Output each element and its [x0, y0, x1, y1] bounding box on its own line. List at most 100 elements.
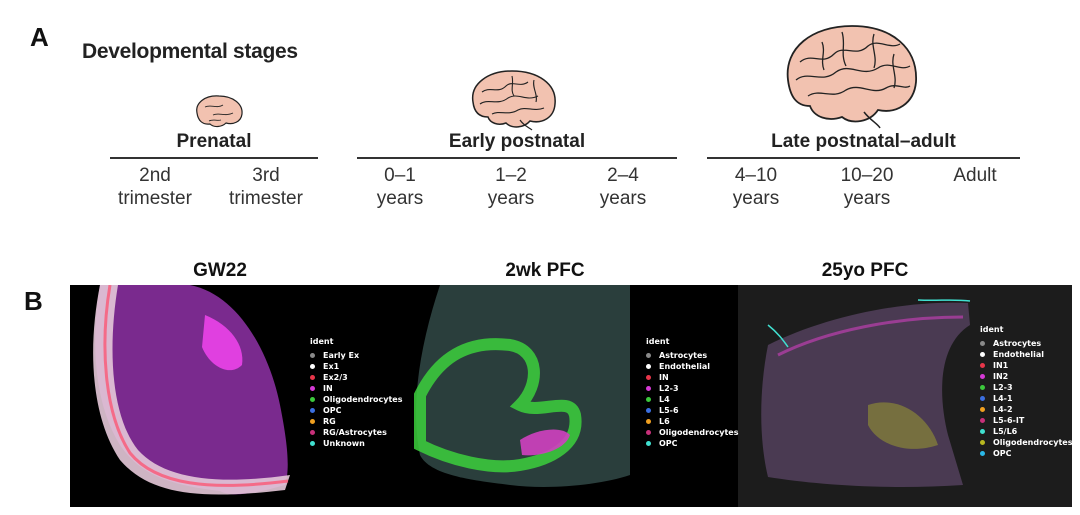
developmental-stages-title: Developmental stages: [82, 40, 298, 63]
legend-swatch: [646, 386, 651, 391]
legend-swatch: [310, 364, 315, 369]
legend-item: L5-6-IT: [980, 415, 1073, 426]
legend-item: Unknown: [310, 438, 403, 449]
legend-label: RG: [323, 417, 336, 426]
gw22-tissue-section: [93, 285, 290, 495]
legend-swatch: [980, 418, 985, 423]
stage-line-2: years: [732, 188, 780, 209]
legend-label: Oligodendrocytes: [323, 395, 403, 404]
legend-label: IN: [323, 384, 333, 393]
stage-line-1: 4–10: [734, 165, 778, 186]
legend-item: L5-6: [646, 405, 739, 416]
legend-label: Astrocytes: [659, 351, 708, 360]
legend-item: L4: [646, 394, 739, 405]
stage-10-20-years: 10–20 years: [807, 164, 927, 210]
stage-line-2: years: [599, 188, 647, 209]
legend-title: ident: [980, 325, 1004, 334]
legend-swatch: [980, 341, 985, 346]
25yo-pfc-title: 25yo PFC: [821, 260, 909, 281]
legend-item: Oligodendrocytes: [310, 394, 403, 405]
legend-swatch: [646, 430, 651, 435]
legend-item: Early Ex: [310, 350, 403, 361]
legend-item: Astrocytes: [980, 338, 1073, 349]
legend-label: Early Ex: [323, 351, 360, 360]
legend-item: IN1: [980, 360, 1073, 371]
legend-swatch: [310, 353, 315, 358]
stage-4-10-years: 4–10 years: [696, 164, 816, 210]
stage-line-1: 10–20: [840, 165, 894, 186]
legend-label: RG/Astrocytes: [323, 428, 387, 437]
legend-item: Endothelial: [980, 349, 1073, 360]
stage-line-2: years: [843, 188, 891, 209]
late-postnatal-adult-group-rule: [707, 157, 1020, 159]
legend-label: Unknown: [323, 439, 365, 448]
legend-swatch: [980, 374, 985, 379]
legend-item: OPC: [646, 438, 739, 449]
stage-line-1: 0–1: [384, 165, 416, 186]
stage-line-1: 2–4: [607, 165, 639, 186]
legend-swatch: [980, 451, 985, 456]
stage-line-2: trimester: [229, 188, 303, 209]
legend-items: Astrocytes Endothelial IN1 IN2 L2-3 L4-1 L4-2 L…: [980, 338, 1073, 459]
25yo-pfc-legend: ident Astrocytes Endothelial IN1 IN2 L2-3 L4-…: [980, 325, 1073, 459]
adult-brain-illustration: [786, 25, 917, 129]
spatial-tissue-images: ident Early Ex Ex1 Ex2/3 IN Oligodendrocytes…: [70, 285, 1073, 507]
stage-line-1: 3rd: [252, 165, 280, 186]
legend-swatch: [646, 364, 651, 369]
legend-item: Endothelial: [646, 361, 739, 372]
legend-swatch: [310, 430, 315, 435]
legend-label: Astrocytes: [993, 339, 1042, 348]
stage-line-2: years: [487, 188, 535, 209]
legend-swatch: [310, 397, 315, 402]
prenatal-brain-illustration: [196, 95, 243, 128]
legend-label: L5/L6: [993, 427, 1018, 436]
legend-title: ident: [646, 337, 670, 346]
legend-label: L4: [659, 395, 670, 404]
legend-item: OPC: [310, 405, 403, 416]
legend-item: L4-2: [980, 404, 1073, 415]
legend-swatch: [310, 375, 315, 380]
legend-label: L4-2: [993, 405, 1013, 414]
legend-item: L6: [646, 416, 739, 427]
legend-items: Astrocytes Endothelial IN L2-3 L4 L5-6 L6 Oligo…: [646, 350, 739, 449]
legend-swatch: [310, 441, 315, 446]
stage-line-1: Adult: [953, 165, 997, 186]
legend-item: IN: [310, 383, 403, 394]
legend-label: IN2: [993, 372, 1009, 381]
legend-swatch: [646, 408, 651, 413]
stage-2-4-years: 2–4 years: [563, 164, 683, 210]
panel-a-letter: A: [30, 22, 49, 52]
2wk-pfc-legend: ident Astrocytes Endothelial IN L2-3 L4 L5-6 L…: [646, 337, 739, 449]
legend-swatch: [646, 397, 651, 402]
stage-adult: Adult: [915, 164, 1035, 187]
prenatal-group-rule: [110, 157, 318, 159]
stage-1-2-years: 1–2 years: [451, 164, 571, 210]
legend-label: Endothelial: [659, 362, 710, 371]
legend-title: ident: [310, 337, 334, 346]
panel-b-letter: B: [24, 286, 43, 316]
stage-line-1: 1–2: [495, 165, 527, 186]
legend-label: Ex2/3: [323, 373, 348, 382]
gw22-title: GW22: [193, 260, 247, 281]
legend-label: L2-3: [993, 383, 1013, 392]
legend-swatch: [646, 353, 651, 358]
late-postnatal-adult-group-title: Late postnatal–adult: [771, 131, 956, 152]
early-postnatal-group-title: Early postnatal: [448, 131, 586, 152]
legend-items: Early Ex Ex1 Ex2/3 IN Oligodendrocytes OPC RG R…: [310, 350, 403, 449]
legend-item: Astrocytes: [646, 350, 739, 361]
legend-item: Oligodendrocytes: [646, 427, 739, 438]
legend-item: OPC: [980, 448, 1073, 459]
legend-label: L4-1: [993, 394, 1013, 403]
early-postnatal-brain-illustration: [472, 70, 556, 131]
legend-item: RG: [310, 416, 403, 427]
legend-label: OPC: [659, 439, 678, 448]
legend-swatch: [980, 429, 985, 434]
prenatal-group-title: Prenatal: [176, 131, 252, 152]
stage-2nd-trimester: 2nd trimester: [95, 164, 215, 210]
legend-item: Ex2/3: [310, 372, 403, 383]
early-postnatal-group-rule: [357, 157, 677, 159]
legend-swatch: [980, 385, 985, 390]
legend-item: L5/L6: [980, 426, 1073, 437]
legend-label: Endothelial: [993, 350, 1044, 359]
legend-item: RG/Astrocytes: [310, 427, 403, 438]
